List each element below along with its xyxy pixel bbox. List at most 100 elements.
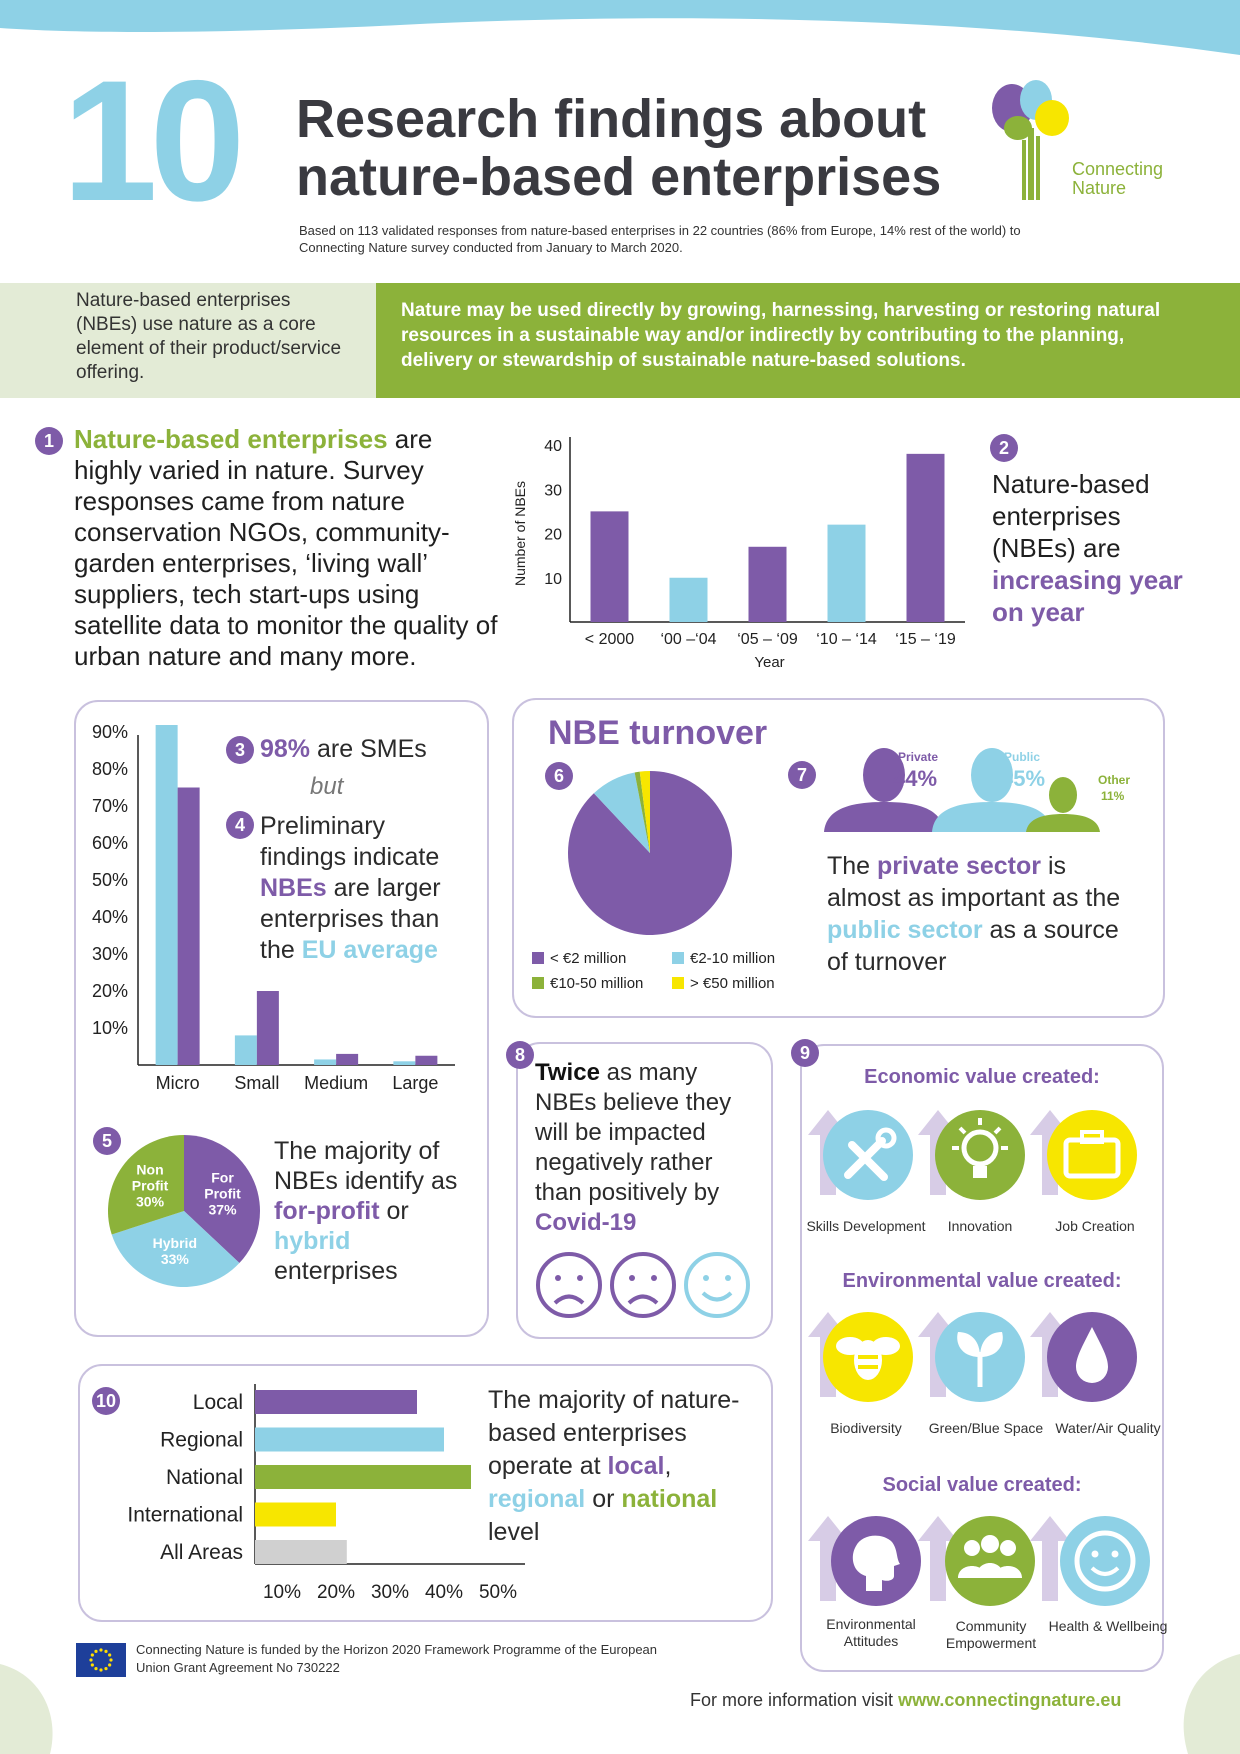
page-title: Research findings about nature-based ent… [296, 90, 941, 206]
finding-3-badge: 3 [226, 736, 254, 764]
legend-label: > €50 million [690, 975, 775, 992]
scale-bar [255, 1502, 336, 1527]
pie-label-line: Non [136, 1161, 163, 1177]
finding-10-sep-1: , [664, 1452, 672, 1480]
social-item-1: Environmental Attitudes [826, 1616, 916, 1649]
x-tick-label: 10% [263, 1582, 301, 1603]
y-tick-label: Regional [160, 1429, 243, 1452]
website-link[interactable]: www.connectingnature.eu [898, 1690, 1122, 1710]
year-bar [669, 577, 708, 622]
finding-10-body-1: The majority of nature-based enterprises… [488, 1386, 740, 1480]
finding-8-highlight-1: Twice [535, 1059, 600, 1086]
environmental-title: Environmental value created: [842, 1270, 1122, 1292]
biodiversity-icon [808, 1312, 913, 1402]
finding-10-highlight-1: local [607, 1452, 665, 1480]
sad-face-icon-2 [610, 1252, 676, 1318]
profit-type-pie: For Profit 37%Hybrid 33%Non Profit 30% [107, 1135, 260, 1287]
environmental-attitudes-icon [808, 1516, 921, 1606]
water-air-quality-icon [1030, 1312, 1137, 1402]
legend-item: > €50 million [672, 975, 775, 992]
y-tick-label: 10% [92, 1018, 128, 1038]
logo-text-line-2: Nature [1072, 178, 1127, 198]
finding-10-highlight-3: national [621, 1485, 718, 1513]
top-wave [0, 0, 1240, 55]
finding-3-but: but [310, 773, 344, 800]
x-tick-label: ‘10 – ‘14 [816, 631, 877, 648]
legend-swatch [532, 977, 544, 989]
finding-2-body: Nature-based enterprises (NBEs) are [992, 469, 1150, 563]
finding-8-text: Twice as many NBEs believe they will be … [535, 1058, 765, 1238]
finding-4-body-1: Preliminary findings indicate [260, 812, 440, 871]
size-bar [314, 1059, 337, 1065]
x-tick-label: ‘05 – ‘09 [737, 631, 798, 648]
legend-label: €10-50 million [550, 975, 644, 992]
finding-1-badge: 1 [35, 427, 63, 455]
y-tick-label: 10 [544, 571, 562, 588]
y-tick-label: 90% [92, 725, 128, 742]
turnover-title: NBE turnover [548, 714, 768, 752]
hybrid-slice [111, 1211, 240, 1287]
covid-faces [536, 1252, 750, 1318]
x-tick-label: ‘15 – ‘19 [895, 631, 956, 648]
scale-bar [255, 1540, 347, 1564]
funding-note: Connecting Nature is funded by the Horiz… [136, 1641, 657, 1677]
size-bar [336, 1053, 359, 1065]
finding-5-body-3: enterprises [274, 1257, 398, 1285]
finding-10-highlight-2: regional [488, 1485, 586, 1513]
leaf-decoration-left [0, 1664, 53, 1754]
economic-item-2: Innovation [947, 1218, 1013, 1234]
economic-icons [808, 1110, 1137, 1200]
finding-5-body-2: or [379, 1197, 409, 1225]
y-tick-label: 40 [544, 438, 562, 455]
other-value: 11% [1101, 789, 1125, 803]
x-tick-label: < 2000 [585, 631, 634, 648]
pie-label-line: 33% [161, 1251, 190, 1267]
x-axis-label: Year [754, 654, 784, 671]
funding-line-1: Connecting Nature is funded by the Horiz… [136, 1642, 658, 1657]
community-empowerment-icon [918, 1516, 1035, 1606]
leaf-decoration-right [1183, 1654, 1240, 1754]
environmental-item-1: Biodiversity [830, 1420, 902, 1436]
eu-star [109, 1658, 113, 1662]
visit-text: For more information visit [690, 1690, 899, 1710]
year-bar [748, 546, 787, 622]
finding-1-highlight: Nature-based enterprises [74, 424, 388, 454]
public-value: 45% [1001, 766, 1046, 791]
y-tick-label: All Areas [160, 1541, 243, 1564]
legend-item: €10-50 million [532, 975, 643, 992]
definition-right-text: Nature may be used directly by growing, … [401, 300, 1161, 371]
y-tick-label: 80% [92, 759, 128, 779]
pie-label: Hybrid 33% [153, 1235, 197, 1267]
nbe-by-year-chart: 10 20 30 40 < 2000 ‘00 –‘04 ‘05 – ‘09 ‘10 – ‘14… [512, 437, 965, 671]
legend-label: < €2 million [550, 950, 627, 967]
legend-label: €2-10 million [690, 950, 776, 967]
eu-flag-icon [76, 1643, 126, 1677]
finding-7-text: The private sector is almost as importan… [827, 850, 1137, 978]
pie-label-line: Hybrid [153, 1235, 197, 1251]
scale-bar [255, 1465, 471, 1489]
y-tick-label: 20 [544, 527, 562, 544]
year-bar [906, 453, 945, 622]
survey-note-line-2: Connecting Nature survey conducted from … [299, 240, 683, 255]
finding-4-highlight-2: EU average [301, 936, 438, 964]
visit-line: For more information visit www.connectin… [690, 1690, 1121, 1711]
x-tick-label: 50% [479, 1582, 517, 1603]
enterprise-size-chart: 10% 20% 30% 40% 50% 60% 70% 80% 90% Micro Small Med… [92, 725, 455, 1093]
legend-swatch [532, 952, 544, 964]
finding-4-text: Preliminary findings indicate NBEs are l… [260, 811, 470, 966]
turnover-slice-4 [639, 771, 650, 853]
finding-10-badge: 10 [92, 1387, 120, 1415]
definition-right-panel: Nature may be used directly by growing, … [376, 283, 1240, 398]
turnover-slice-3 [634, 771, 650, 853]
innovation-icon [918, 1110, 1025, 1200]
legend-swatch [672, 952, 684, 964]
legend-swatch [672, 977, 684, 989]
finding-10-body-2: level [488, 1518, 540, 1546]
y-tick-label: 20% [92, 981, 128, 1001]
other-label: Other [1098, 773, 1131, 787]
size-bar [177, 787, 200, 1065]
y-tick-label: Local [193, 1391, 243, 1414]
y-tick-label: 50% [92, 870, 128, 890]
pie-label: For Profit 37% [204, 1169, 241, 1217]
public-person-icon [932, 748, 1052, 832]
